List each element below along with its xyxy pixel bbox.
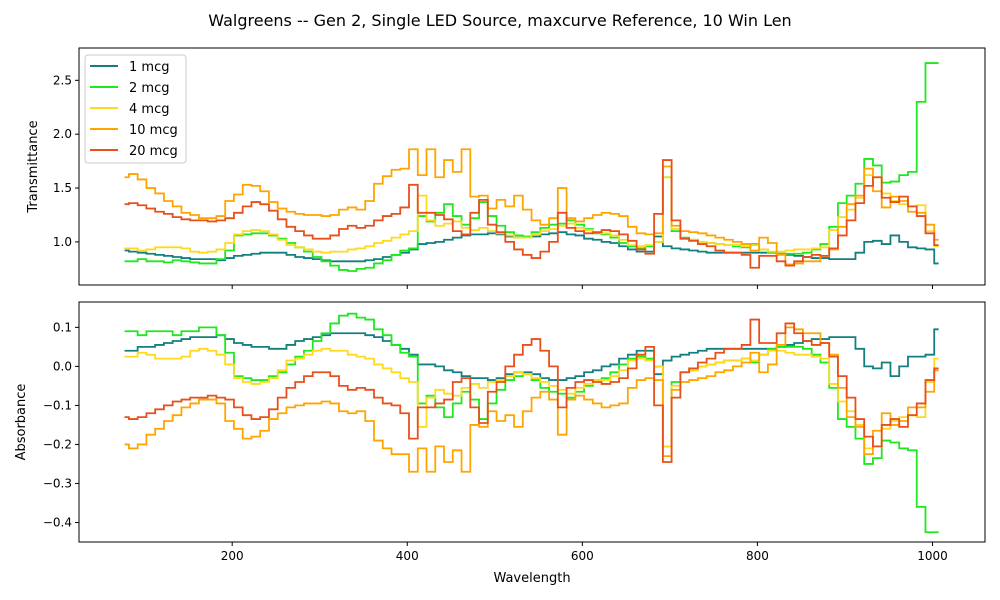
transmittance-y-tick-label: 1.5: [53, 181, 72, 195]
chart-title: Walgreens -- Gen 2, Single LED Source, m…: [208, 11, 791, 30]
absorbance-y-tick-label: −0.4: [43, 515, 72, 529]
transmittance-axes-frame: [78, 47, 986, 286]
legend-label-2-mcg: 2 mcg: [129, 81, 169, 96]
x-tick-label: 800: [746, 549, 769, 563]
transmittance-y-axis-label: Transmittance: [26, 120, 41, 213]
transmittance-y-tick-label: 1.0: [53, 235, 72, 249]
transmittance-series-2-mcg: [124, 62, 939, 272]
transmittance-series-20-mcg: [124, 159, 939, 269]
transmittance-y-tick-label: 2.5: [53, 73, 72, 87]
absorbance-y-tick-label: −0.3: [43, 476, 72, 490]
x-tick-label: 1000: [917, 549, 948, 563]
absorbance-series-4-mcg: [124, 347, 939, 450]
x-tick-label: 600: [571, 549, 594, 563]
absorbance-series-20-mcg: [124, 318, 939, 463]
absorbance-y-axis-label: Absorbance: [14, 384, 29, 461]
legend-label-10-mcg: 10 mcg: [129, 123, 178, 138]
absorbance-y-tick-label: 0.1: [53, 320, 72, 334]
transmittance-panel: 1.0 1.5 2.0 2.5 Transmittance 1 mcg 2 mcg 4 m…: [26, 47, 986, 289]
transmittance-series-10-mcg: [124, 148, 939, 266]
absorbance-y-tick-label: −0.2: [43, 437, 72, 451]
legend-box: [84, 54, 187, 164]
legend-label-20-mcg: 20 mcg: [129, 144, 178, 159]
transmittance-y-tick-label: 2.0: [53, 127, 72, 141]
transmittance-series-4-mcg: [124, 174, 939, 254]
legend: 1 mcg 2 mcg 4 mcg 10 mcg 20 mcg: [84, 54, 187, 164]
legend-label-4-mcg: 4 mcg: [129, 102, 169, 117]
absorbance-y-tick-label: −0.1: [43, 398, 72, 412]
x-axis-label: Wavelength: [493, 571, 570, 586]
absorbance-series-10-mcg: [124, 326, 939, 473]
absorbance-axes-frame: [78, 301, 986, 543]
legend-label-1-mcg: 1 mcg: [129, 60, 169, 75]
x-tick-label: 400: [396, 549, 419, 563]
absorbance-y-tick-label: 0.0: [53, 359, 72, 373]
absorbance-panel: −0.4 −0.3 −0.2 −0.1 0.0 0.1 200 400 600 800 1000 A…: [14, 301, 986, 563]
x-tick-label: 200: [221, 549, 244, 563]
